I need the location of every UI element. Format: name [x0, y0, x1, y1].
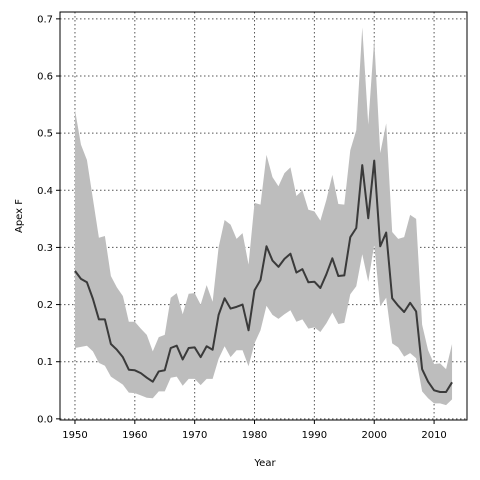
x-tick-label: 1980 — [242, 430, 267, 441]
x-tick-label: 2010 — [421, 430, 446, 441]
mean-line — [74, 159, 453, 393]
y-tick-label: 0.1 — [37, 357, 53, 368]
x-tick-label: 1990 — [302, 430, 327, 441]
x-tick-label: 1970 — [182, 430, 207, 441]
y-tick-label: 0.2 — [37, 300, 53, 311]
y-tick-label: 0.3 — [37, 243, 53, 254]
y-tick-label: 0.7 — [37, 14, 53, 25]
y-axis-label: Apex F — [14, 199, 25, 233]
y-tick-label: 0.6 — [37, 72, 53, 83]
x-tick-label: 1950 — [62, 430, 87, 441]
x-tick-label: 1960 — [122, 430, 147, 441]
y-axis-ticks: 0.0 0.1 0.2 0.3 0.4 0.5 0.6 0.7 — [37, 14, 60, 425]
plot-frame — [59, 11, 468, 421]
x-axis-ticks: 1950 1960 1970 1980 1990 2000 2010 — [62, 420, 447, 441]
y-tick-label: 0.0 — [37, 414, 53, 425]
y-tick-label: 0.5 — [37, 129, 53, 140]
x-axis-label: Year — [253, 458, 276, 469]
uncertainty-band — [74, 27, 453, 406]
y-tick-label: 0.4 — [37, 186, 53, 197]
x-tick-label: 2000 — [362, 430, 387, 441]
